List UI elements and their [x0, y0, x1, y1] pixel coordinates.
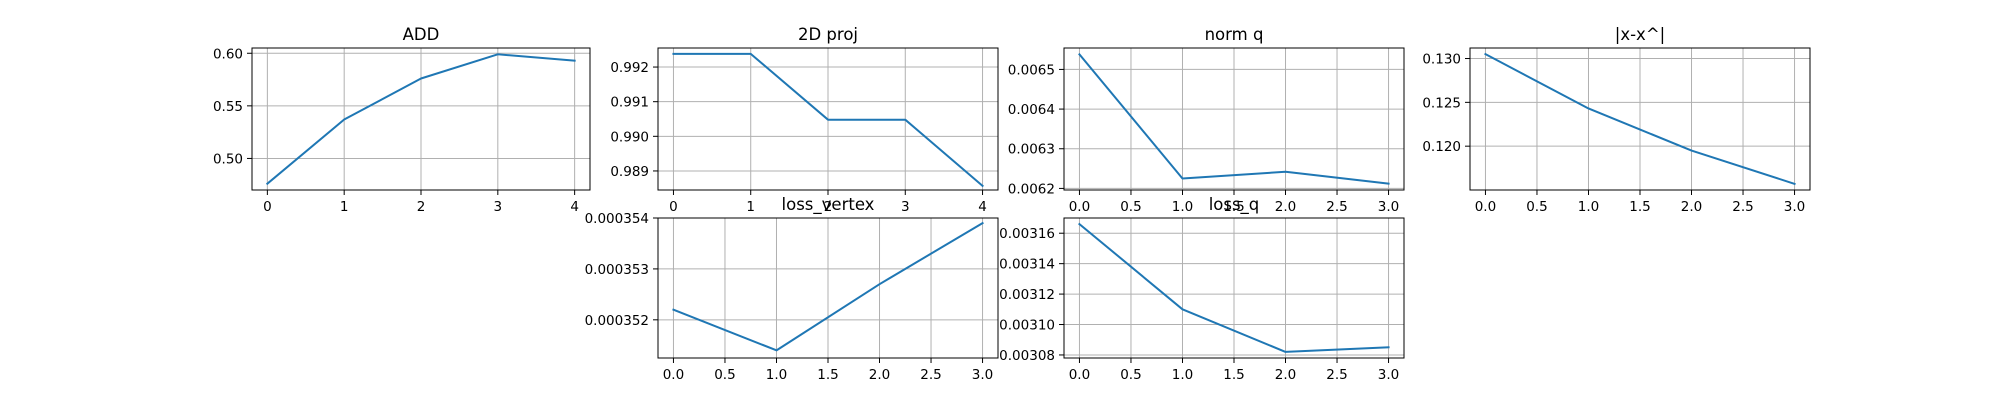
- y-tick-label: 0.60: [213, 46, 243, 62]
- y-tick-label: 0.990: [610, 129, 649, 145]
- x-tick-label: 2.5: [920, 367, 941, 383]
- subplot-4: 0.0 0.5 1.0 1.5 2.0 2.5 3.0 0.120 0.125 0.130 |x-x…: [1422, 25, 1811, 215]
- x-tick-label: 1.0: [1172, 367, 1193, 383]
- subplot-3: 0.0 0.5 1.0 1.5 2.0 2.5 3.0 0.0062 0.0063 0.0064 0…: [1008, 25, 1405, 215]
- y-tick-label: 0.00308: [999, 348, 1055, 364]
- x-tick-label: 3: [901, 199, 910, 215]
- x-tick-label: 3.0: [1378, 367, 1399, 383]
- subplot-1: 0 1 2 3 4 0.50 0.55 0.60 ADD: [213, 25, 591, 215]
- x-tick-label: 4: [978, 199, 987, 215]
- y-tick-label: 0.0064: [1008, 102, 1055, 118]
- series-line: [1078, 52, 1390, 185]
- subplot-title: loss_q: [1209, 195, 1260, 215]
- subplot-title: norm q: [1205, 25, 1264, 44]
- x-tick-label: 0.0: [1069, 199, 1090, 215]
- x-tick-label: 0.0: [1475, 199, 1496, 215]
- x-tick-label: 0: [263, 199, 272, 215]
- x-tick-label: 2.0: [1681, 199, 1702, 215]
- x-tick-label: 0: [669, 199, 678, 215]
- x-tick-label: 0.5: [1120, 199, 1141, 215]
- x-tick-label: 3.0: [1784, 199, 1805, 215]
- x-tick-label: 0.5: [1120, 367, 1141, 383]
- series-line: [265, 53, 576, 186]
- x-tick-label: 1.0: [1578, 199, 1599, 215]
- y-tick-label: 0.125: [1422, 95, 1461, 111]
- x-tick-label: 0.0: [1069, 367, 1090, 383]
- x-tick-label: 3: [494, 199, 503, 215]
- y-tick-label: 0.000354: [585, 211, 649, 227]
- x-tick-label: 1.5: [1223, 199, 1244, 215]
- y-tick-label: 0.989: [610, 164, 649, 180]
- series-line: [672, 52, 984, 188]
- y-tick-label: 0.00310: [999, 318, 1055, 334]
- x-tick-label: 2.0: [1275, 367, 1296, 383]
- x-tick-label: 3.0: [972, 367, 993, 383]
- x-tick-label: 1: [340, 199, 349, 215]
- subplot-title: |x-x^|: [1615, 25, 1665, 44]
- y-tick-label: 0.00312: [999, 287, 1055, 303]
- x-tick-label: 1: [746, 199, 755, 215]
- subplot-title: 2D proj: [798, 25, 858, 44]
- y-tick-label: 0.50: [213, 151, 243, 167]
- series-line: [1484, 52, 1796, 186]
- y-tick-label: 0.0065: [1008, 62, 1055, 78]
- x-tick-label: 4: [570, 199, 579, 215]
- y-tick-label: 0.000352: [585, 313, 649, 329]
- y-tick-label: 0.000353: [585, 262, 649, 278]
- series-line: [1078, 222, 1390, 353]
- x-tick-label: 2.5: [1326, 199, 1347, 215]
- x-tick-label: 1.5: [1629, 199, 1650, 215]
- y-tick-label: 0.130: [1422, 52, 1461, 68]
- x-tick-label: 1.5: [1223, 367, 1244, 383]
- x-tick-label: 3.0: [1378, 199, 1399, 215]
- y-tick-label: 0.120: [1422, 139, 1461, 155]
- x-tick-label: 1.0: [1172, 199, 1193, 215]
- y-tick-label: 0.991: [610, 95, 649, 111]
- y-tick-label: 0.00314: [999, 257, 1055, 273]
- y-tick-label: 0.55: [213, 99, 243, 115]
- y-tick-label: 0.992: [610, 60, 649, 76]
- subplot-6: 0.0 0.5 1.0 1.5 2.0 2.5 3.0 0.00308 0.00310 0.003…: [999, 195, 1405, 383]
- x-tick-label: 0.5: [1526, 199, 1547, 215]
- y-tick-label: 0.0063: [1008, 142, 1055, 158]
- x-tick-label: 1.0: [766, 367, 787, 383]
- x-tick-label: 1.5: [817, 367, 838, 383]
- x-tick-label: 0.0: [663, 367, 684, 383]
- y-tick-label: 0.0062: [1008, 181, 1055, 197]
- subplot-5: 0.0 0.5 1.0 1.5 2.0 2.5 3.0 0.000352 0.000353 0.0…: [585, 195, 999, 383]
- subplot-2: 0 1 2 3 4 0.989 0.990 0.991 0.992 2D proj: [610, 25, 999, 215]
- x-tick-label: 2.0: [1275, 199, 1296, 215]
- x-tick-label: 0.5: [714, 367, 735, 383]
- x-tick-label: 2: [417, 199, 426, 215]
- subplot-title: ADD: [403, 25, 440, 44]
- y-tick-label: 0.00316: [999, 226, 1055, 242]
- x-tick-label: 2.0: [869, 367, 890, 383]
- subplot-title: loss_vertex: [782, 195, 875, 215]
- x-tick-label: 2.5: [1326, 367, 1347, 383]
- series-line: [672, 221, 984, 352]
- x-tick-label: 2: [824, 199, 833, 215]
- x-tick-label: 2.5: [1732, 199, 1753, 215]
